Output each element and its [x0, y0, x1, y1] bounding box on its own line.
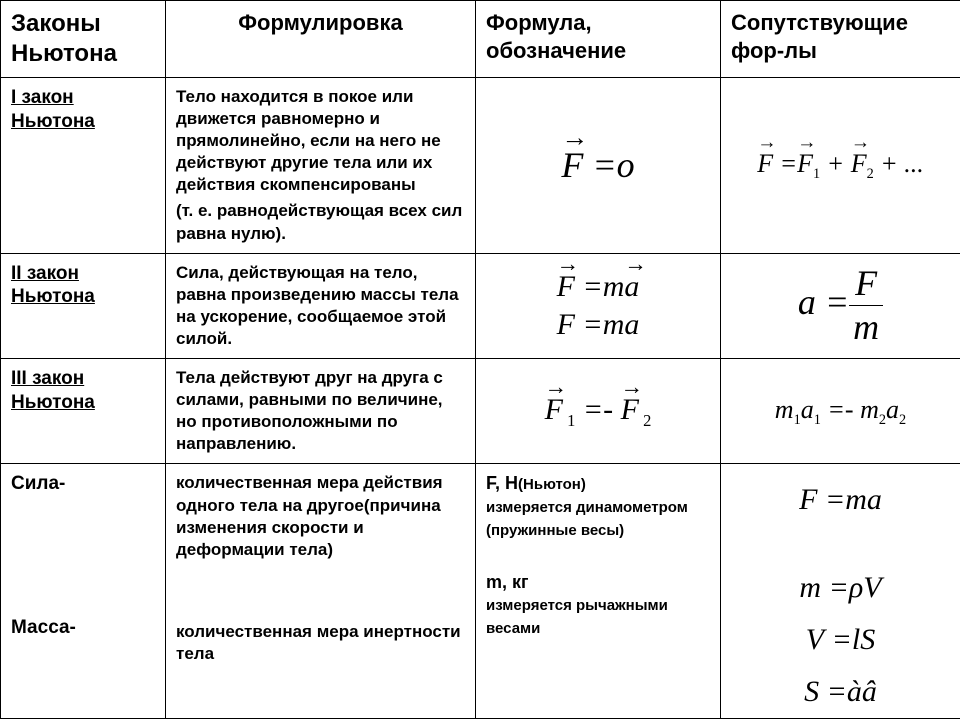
force-mass-related-formulas: F =ma m =ρV V =lS S =àâ: [721, 464, 960, 719]
law-3-related-formula: m1a1 =- m2a2: [721, 359, 960, 464]
law-1-description: Тело находится в покое или движется равн…: [166, 78, 476, 254]
mass-label: Масса-: [11, 616, 155, 640]
law-2-formula: F =ma F =ma: [476, 253, 721, 358]
table-row-first-law: I закон Ньютона Тело находится в покое и…: [1, 78, 960, 254]
law-1-name: I закон Ньютона: [11, 87, 95, 132]
table-row-third-law: III закон Ньютона Тела действуют друг на…: [1, 359, 960, 464]
table-header-row: Законы Ньютона Формулировка Формула, обо…: [1, 1, 960, 78]
force-label: Сила-: [11, 472, 155, 496]
law-3-description: Тела действуют друг на друга с силами, р…: [166, 359, 476, 464]
law-2-description: Сила, действующая на тело, равна произве…: [166, 253, 476, 358]
col-header-formulation: Формулировка: [166, 1, 476, 78]
table-row-force-mass: Сила- Масса- количественная мера действи…: [1, 464, 960, 719]
law-2-related-formula: a =Fm: [721, 253, 960, 358]
col-header-formula: Формула, обозначение: [476, 1, 721, 78]
law-1-related-formula: F =F1 + F2 + ...: [721, 78, 960, 254]
law-3-name: III закон Ньютона: [11, 368, 95, 413]
col-header-law: Законы Ньютона: [1, 1, 166, 78]
force-mass-description: количественная мера действия одного тела…: [166, 464, 476, 719]
law-2-name: II закон Ньютона: [11, 263, 95, 308]
table-row-second-law: II закон Ньютона Сила, действующая на те…: [1, 253, 960, 358]
law-3-formula: F 1 =- F 2: [476, 359, 721, 464]
law-1-formula: F =o: [476, 78, 721, 254]
col-header-related: Сопутствующие фор-лы: [721, 1, 960, 78]
force-mass-definitions: F, Н(Ньютон) измеряется динамометром (пр…: [476, 464, 721, 719]
newton-laws-table: Законы Ньютона Формулировка Формула, обо…: [0, 0, 960, 719]
